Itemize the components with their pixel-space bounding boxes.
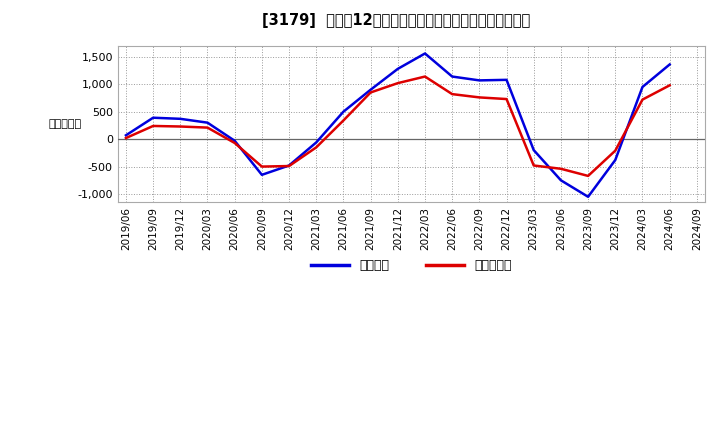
当期純利益 (448, 92, 456, 97)
当期純利益 (584, 173, 593, 179)
当期純利益 (312, 145, 320, 150)
経常利益 (557, 178, 565, 183)
経常利益 (638, 84, 647, 90)
当期純利益 (393, 81, 402, 86)
当期純利益 (475, 95, 484, 100)
当期純利益 (176, 124, 184, 129)
Line: 経常利益: 経常利益 (126, 54, 670, 197)
経常利益 (420, 51, 429, 56)
当期純利益 (638, 97, 647, 102)
経常利益 (584, 194, 593, 199)
経常利益 (149, 115, 158, 121)
当期純利益 (611, 148, 620, 153)
Legend: 経常利益, 当期純利益: 経常利益, 当期純利益 (307, 254, 516, 277)
経常利益 (122, 132, 130, 138)
経常利益 (284, 163, 293, 168)
当期純利益 (258, 164, 266, 169)
経常利益 (258, 172, 266, 177)
Y-axis label: （百万円）: （百万円） (48, 119, 81, 129)
経常利益 (529, 147, 538, 153)
当期純利益 (665, 83, 674, 88)
経常利益 (448, 74, 456, 79)
経常利益 (611, 158, 620, 163)
経常利益 (203, 120, 212, 125)
当期純利益 (230, 140, 239, 146)
当期純利益 (122, 136, 130, 141)
当期純利益 (557, 166, 565, 172)
当期純利益 (203, 125, 212, 130)
経常利益 (230, 138, 239, 143)
当期純利益 (284, 163, 293, 169)
経常利益 (176, 116, 184, 121)
当期純利益 (339, 118, 348, 123)
当期純利益 (366, 90, 375, 95)
当期純利益 (149, 123, 158, 128)
経常利益 (475, 78, 484, 83)
経常利益 (366, 87, 375, 92)
Line: 当期純利益: 当期純利益 (126, 77, 670, 176)
経常利益 (393, 66, 402, 71)
経常利益 (312, 140, 320, 145)
当期純利益 (420, 74, 429, 79)
Text: [3179]  利益だ12か月移動合計の対前年同期増減額の推移: [3179] 利益だ12か月移動合計の対前年同期増減額の推移 (262, 13, 530, 28)
当期純利益 (503, 96, 511, 102)
経常利益 (503, 77, 511, 82)
経常利益 (665, 62, 674, 67)
当期純利益 (529, 163, 538, 168)
経常利益 (339, 109, 348, 114)
